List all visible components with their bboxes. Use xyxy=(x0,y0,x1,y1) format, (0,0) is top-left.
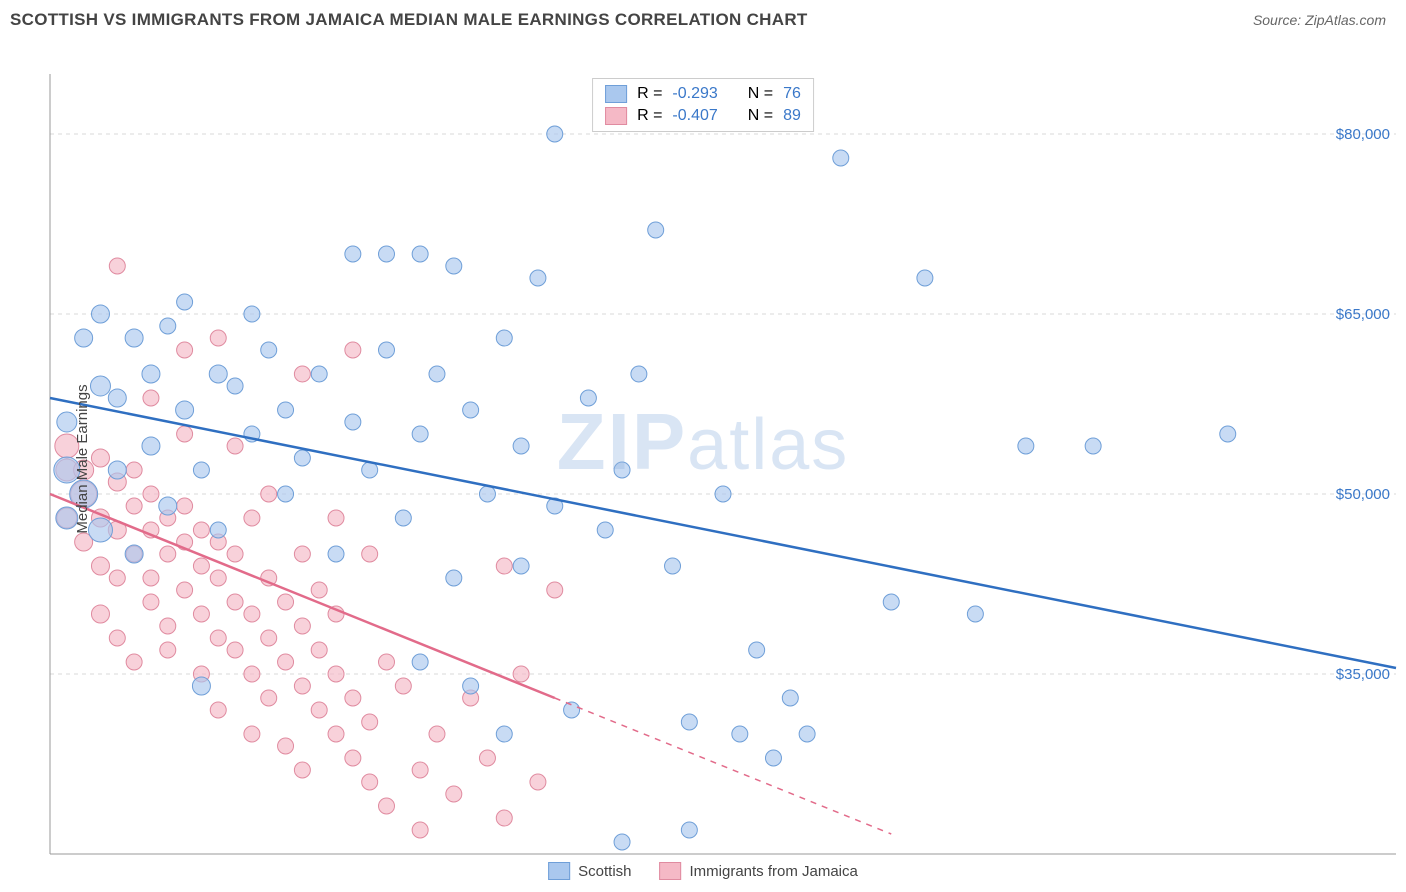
n-label: N = xyxy=(748,85,773,103)
legend-label-jamaica: Immigrants from Jamaica xyxy=(689,863,857,880)
swatch-scottish xyxy=(605,85,627,103)
legend-label-scottish: Scottish xyxy=(578,863,631,880)
svg-text:$35,000: $35,000 xyxy=(1336,666,1390,683)
swatch-scottish-bottom xyxy=(548,862,570,880)
legend-item-scottish: Scottish xyxy=(548,862,631,880)
n-value-scottish: 76 xyxy=(783,85,801,103)
svg-text:$50,000: $50,000 xyxy=(1336,486,1390,503)
svg-text:$80,000: $80,000 xyxy=(1336,126,1390,143)
r-value-jamaica: -0.407 xyxy=(672,107,717,125)
y-axis-label: Median Male Earnings xyxy=(74,384,91,533)
scatter-plot-svg: $35,000 $50,000 $65,000 $80,000 0.0% 80.0% xyxy=(0,34,1406,864)
correlation-legend: R = -0.293 N = 76 R = -0.407 N = 89 xyxy=(592,78,814,132)
legend-row-jamaica: R = -0.407 N = 89 xyxy=(605,105,801,127)
chart-area: Median Male Earnings $35,000 $50,000 $65,0… xyxy=(0,34,1406,884)
svg-text:80.0%: 80.0% xyxy=(1349,861,1392,864)
source-value: ZipAtlas.com xyxy=(1305,12,1386,28)
legend-item-jamaica: Immigrants from Jamaica xyxy=(659,862,857,880)
n-value-jamaica: 89 xyxy=(783,107,801,125)
chart-title: SCOTTISH VS IMMIGRANTS FROM JAMAICA MEDI… xyxy=(10,10,808,30)
source-label: Source: xyxy=(1253,12,1305,28)
series-legend: Scottish Immigrants from Jamaica xyxy=(548,862,858,880)
swatch-jamaica xyxy=(605,107,627,125)
source-attribution: Source: ZipAtlas.com xyxy=(1253,12,1386,28)
svg-text:$65,000: $65,000 xyxy=(1336,306,1390,323)
r-label: R = xyxy=(637,107,662,125)
legend-row-scottish: R = -0.293 N = 76 xyxy=(605,83,801,105)
r-label: R = xyxy=(637,85,662,103)
swatch-jamaica-bottom xyxy=(659,862,681,880)
r-value-scottish: -0.293 xyxy=(672,85,717,103)
n-label: N = xyxy=(748,107,773,125)
svg-text:0.0%: 0.0% xyxy=(54,861,88,864)
